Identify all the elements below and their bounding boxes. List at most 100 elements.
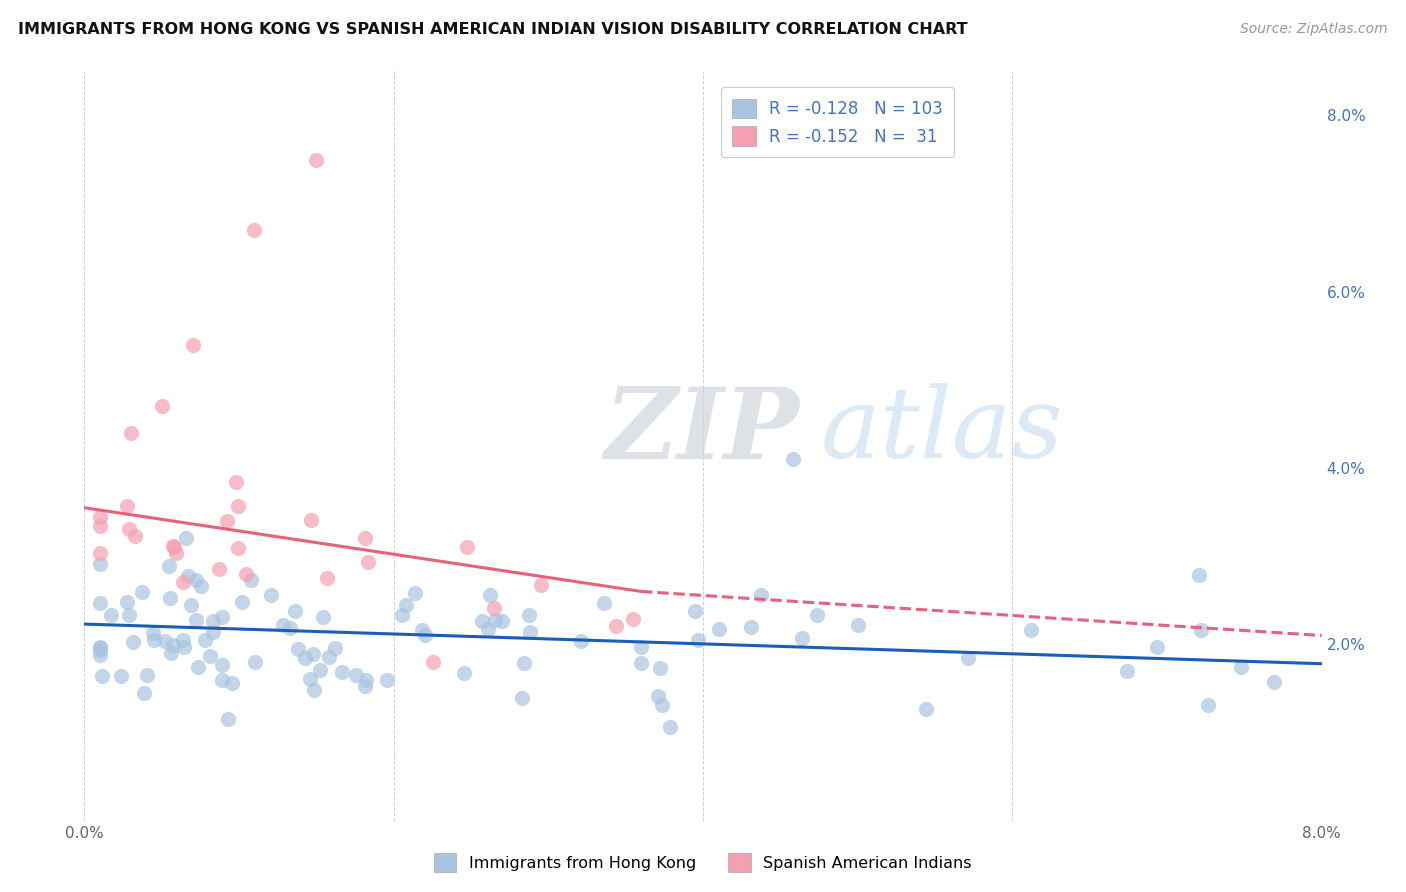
Point [294,651,316,665]
Point [231,595,253,609]
Point [172,633,194,648]
Point [605,619,627,633]
Point [89,510,111,524]
Point [312,609,335,624]
Point [89,640,111,654]
Point [957,650,980,665]
Point [225,475,247,490]
Point [709,622,731,636]
Point [159,646,181,660]
Point [621,612,644,626]
Point [491,614,513,628]
Point [89,519,111,533]
Point [299,513,322,527]
Point [287,642,309,657]
Point [411,624,433,638]
Point [1188,568,1211,582]
Point [165,546,187,560]
Point [651,698,673,713]
Point [221,675,243,690]
Point [688,633,710,648]
Point [305,153,328,167]
Point [1230,660,1253,674]
Point [298,672,321,686]
Point [309,663,332,677]
Point [91,669,114,683]
Point [134,686,156,700]
Point [162,539,184,553]
Point [89,596,111,610]
Point [243,223,266,237]
Point [89,640,111,655]
Point [391,607,413,622]
Point [181,337,204,351]
Point [142,625,165,640]
Point [519,624,541,639]
Point [187,659,209,673]
Point [89,557,111,571]
Point [271,618,294,632]
Text: atlas: atlas [821,384,1063,479]
Point [162,639,184,653]
Point [157,558,180,573]
Point [330,665,353,679]
Point [217,514,239,528]
Point [153,634,176,648]
Point [120,425,142,440]
Point [740,620,762,634]
Point [217,712,239,726]
Point [186,573,208,587]
Point [1146,640,1168,655]
Point [174,531,197,545]
Point [122,634,145,648]
Point [207,561,229,575]
Point [647,689,669,703]
Point [89,648,111,662]
Point [89,546,111,560]
Point [395,598,418,612]
Point [136,668,159,682]
Point [477,622,499,636]
Point [357,555,380,569]
Point [194,633,217,648]
Point [453,666,475,681]
Point [184,613,207,627]
Point [173,640,195,655]
Point [117,499,139,513]
Point [176,569,198,583]
Point [751,588,773,602]
Point [211,658,233,673]
Point [226,541,249,555]
Point [422,655,444,669]
Point [163,541,186,555]
Point [211,673,233,687]
Point [302,682,325,697]
Point [240,574,263,588]
Point [235,566,257,581]
Point [1197,698,1219,712]
Point [1019,623,1042,637]
Legend: R = -0.128   N = 103, R = -0.152   N =  31: R = -0.128 N = 103, R = -0.152 N = 31 [721,87,955,157]
Point [110,669,132,683]
Point [683,603,706,617]
Point [211,610,233,624]
Point [198,648,221,663]
Point [650,661,672,675]
Point [180,599,202,613]
Point [782,452,804,467]
Point [404,586,426,600]
Point [302,647,325,661]
Point [846,618,869,632]
Point [593,596,616,610]
Point [530,578,553,592]
Point [143,633,166,648]
Point [150,400,173,414]
Point [118,522,141,536]
Point [354,680,377,694]
Point [89,642,111,657]
Point [124,529,146,543]
Point [513,656,536,670]
Point [1189,623,1212,637]
Point [284,604,307,618]
Point [1115,665,1137,679]
